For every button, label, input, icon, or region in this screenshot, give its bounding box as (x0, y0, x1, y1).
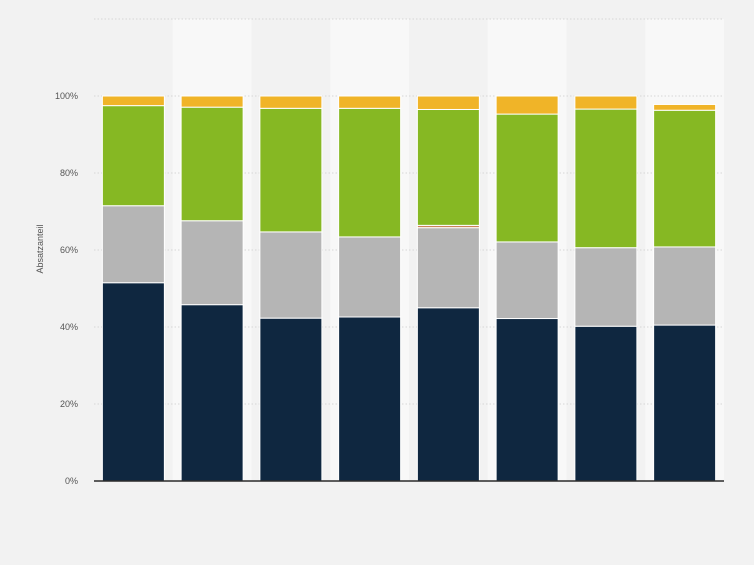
bar-segment (180, 304, 244, 482)
bar-segment (180, 95, 244, 108)
bar-segment (495, 241, 559, 320)
bar-segment (574, 325, 638, 482)
bar-segment (101, 105, 165, 207)
bar-segment (259, 317, 323, 482)
y-tick-label: 100% (55, 91, 78, 101)
bar-segment (574, 95, 638, 110)
bar-segment (338, 95, 402, 109)
bar-segment (101, 282, 165, 482)
bar-segment (338, 316, 402, 482)
bar-segment (495, 318, 559, 482)
bar-segment (180, 106, 244, 222)
y-tick-label: 20% (60, 399, 78, 409)
bar-segment (416, 227, 480, 309)
bar-segment (416, 108, 480, 226)
bar-segment (180, 220, 244, 306)
bar-segment (653, 246, 717, 326)
bar-segment (259, 95, 323, 109)
bar-segment (574, 108, 638, 249)
bar-segment (653, 109, 717, 248)
tick-labels: 0% 20% 40% 60% 80% 100% (55, 91, 78, 486)
bar-segment (338, 107, 402, 238)
bar-segment (338, 236, 402, 318)
y-tick-label: 60% (60, 245, 78, 255)
bar-segment (574, 247, 638, 327)
bar-segment (653, 103, 717, 111)
bar-segment (653, 324, 717, 482)
bar-segment (259, 231, 323, 319)
bar-segment (416, 307, 480, 482)
y-axis-title: Absatzanteil (35, 224, 45, 273)
bar-segment (101, 205, 165, 284)
y-tick-label: 40% (60, 322, 78, 332)
y-tick-label: 0% (65, 476, 78, 486)
bar-segment (416, 95, 480, 110)
y-tick-label: 80% (60, 168, 78, 178)
bar-stacks (101, 95, 717, 482)
bar-segment (495, 95, 559, 115)
bar-segment (495, 113, 559, 243)
bar-segment (259, 107, 323, 233)
bar-segment (101, 95, 165, 107)
